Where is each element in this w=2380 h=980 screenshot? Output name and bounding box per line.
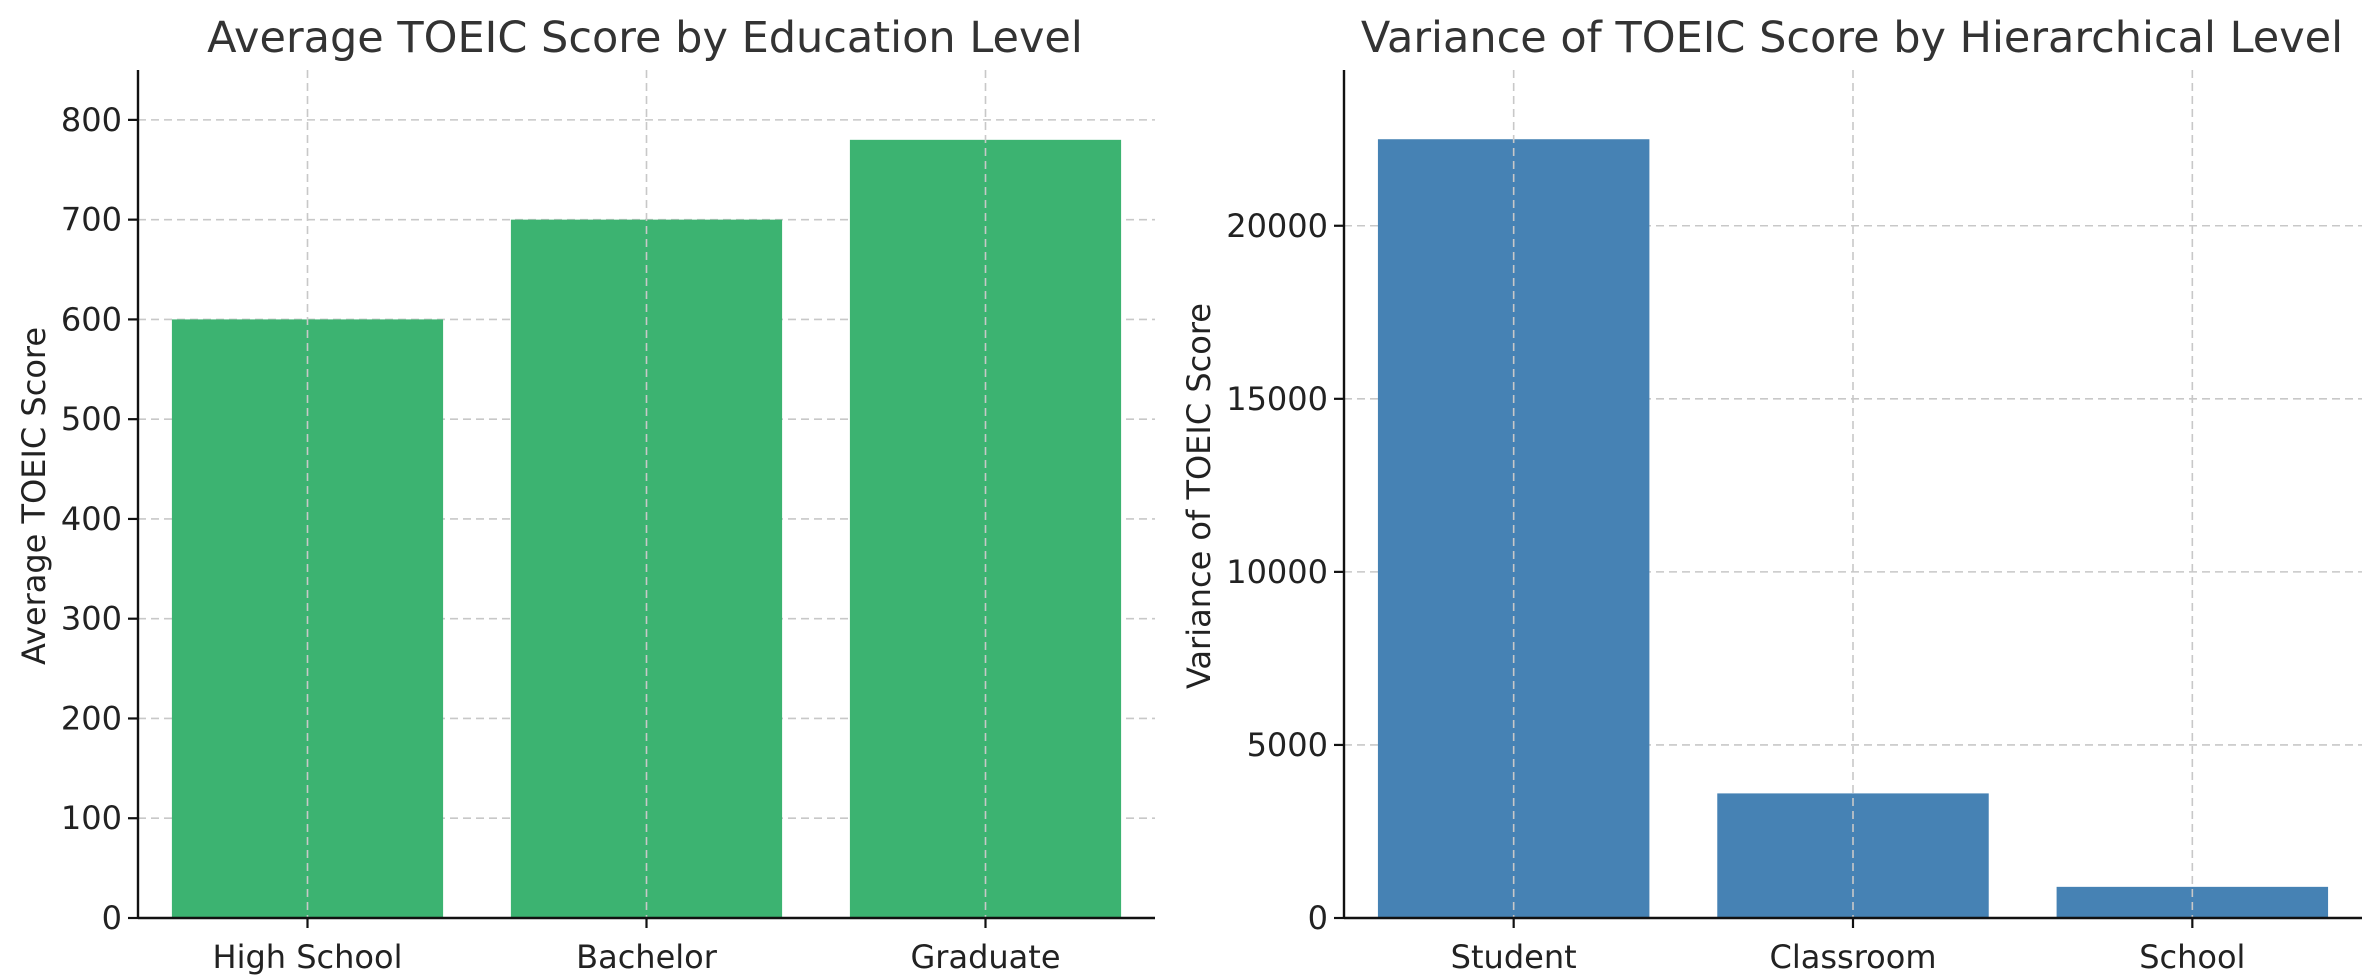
x-tick-label: Student — [1451, 938, 1577, 976]
y-axis-label: Average TOEIC Score — [15, 327, 53, 665]
chart-variance: Variance of TOEIC Score by Hierarchical … — [1180, 13, 2362, 976]
y-tick-label: 10000 — [1226, 553, 1328, 591]
x-tick-label: Graduate — [911, 938, 1061, 976]
chart-title: Average TOEIC Score by Education Level — [207, 13, 1083, 63]
y-tick-label: 0 — [102, 899, 122, 937]
chart-average-score: Average TOEIC Score by Education Level A… — [15, 13, 1155, 976]
y-tick-label: 800 — [61, 101, 122, 139]
bars — [1377, 70, 2329, 918]
y-tick-label: 500 — [61, 400, 122, 438]
chart-title: Variance of TOEIC Score by Hierarchical … — [1361, 13, 2343, 63]
y-tick-label: 15000 — [1226, 380, 1328, 418]
y-tick-label: 20000 — [1226, 207, 1328, 245]
x-tick-label: Classroom — [1770, 938, 1937, 976]
x-tick-label: Bachelor — [576, 938, 718, 976]
y-tick-label: 700 — [61, 201, 122, 239]
y-tick-label: 600 — [61, 300, 122, 338]
bars — [171, 70, 1122, 919]
x-tick-label: High School — [213, 938, 403, 976]
axes: 0 5000 10000 15000 20000 Student Classroom Scho… — [1226, 70, 2362, 976]
x-tick-label: School — [2139, 938, 2245, 976]
y-tick-label: 400 — [61, 500, 122, 538]
y-tick-label: 0 — [1308, 899, 1328, 937]
y-tick-label: 100 — [61, 799, 122, 837]
y-tick-label: 300 — [61, 600, 122, 638]
y-tick-label: 5000 — [1247, 726, 1328, 764]
y-tick-label: 200 — [61, 699, 122, 737]
y-axis-label: Variance of TOEIC Score — [1180, 303, 1218, 689]
axes: 0 100 200 300 400 500 600 700 800 High School Bach… — [61, 70, 1155, 976]
